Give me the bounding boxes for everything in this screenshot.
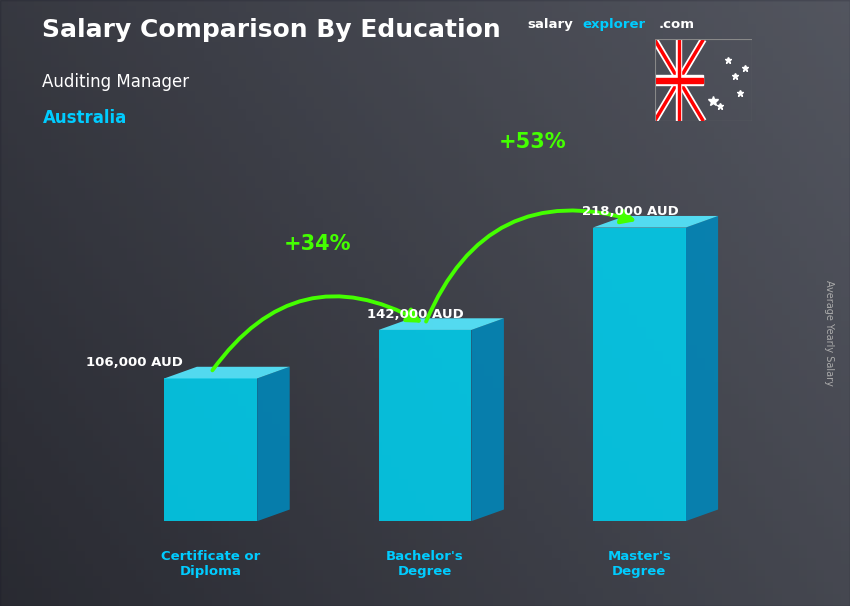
Text: 218,000 AUD: 218,000 AUD xyxy=(581,205,678,219)
Polygon shape xyxy=(258,367,290,521)
Polygon shape xyxy=(592,216,718,228)
Text: +34%: +34% xyxy=(284,234,352,254)
Text: Bachelor's
Degree: Bachelor's Degree xyxy=(386,550,464,578)
Polygon shape xyxy=(164,367,290,378)
Text: Master's
Degree: Master's Degree xyxy=(607,550,672,578)
Text: Certificate or
Diploma: Certificate or Diploma xyxy=(162,550,260,578)
Bar xyxy=(678,39,680,121)
Text: 142,000 AUD: 142,000 AUD xyxy=(367,308,464,321)
Bar xyxy=(654,75,703,85)
Text: Auditing Manager: Auditing Manager xyxy=(42,73,190,91)
Text: .com: .com xyxy=(659,18,694,31)
FancyArrowPatch shape xyxy=(212,296,419,370)
FancyArrowPatch shape xyxy=(426,210,632,322)
Text: salary: salary xyxy=(527,18,573,31)
Polygon shape xyxy=(378,330,472,521)
Polygon shape xyxy=(164,378,258,521)
Polygon shape xyxy=(592,228,686,521)
Text: Average Yearly Salary: Average Yearly Salary xyxy=(824,281,834,386)
Bar xyxy=(654,78,703,83)
Text: +53%: +53% xyxy=(498,132,566,152)
Text: Salary Comparison By Education: Salary Comparison By Education xyxy=(42,18,501,42)
Text: Australia: Australia xyxy=(42,109,127,127)
Bar xyxy=(677,39,682,121)
Polygon shape xyxy=(472,318,504,521)
Text: explorer: explorer xyxy=(582,18,645,31)
Polygon shape xyxy=(378,318,504,330)
Text: 106,000 AUD: 106,000 AUD xyxy=(86,356,183,369)
Polygon shape xyxy=(686,216,718,521)
